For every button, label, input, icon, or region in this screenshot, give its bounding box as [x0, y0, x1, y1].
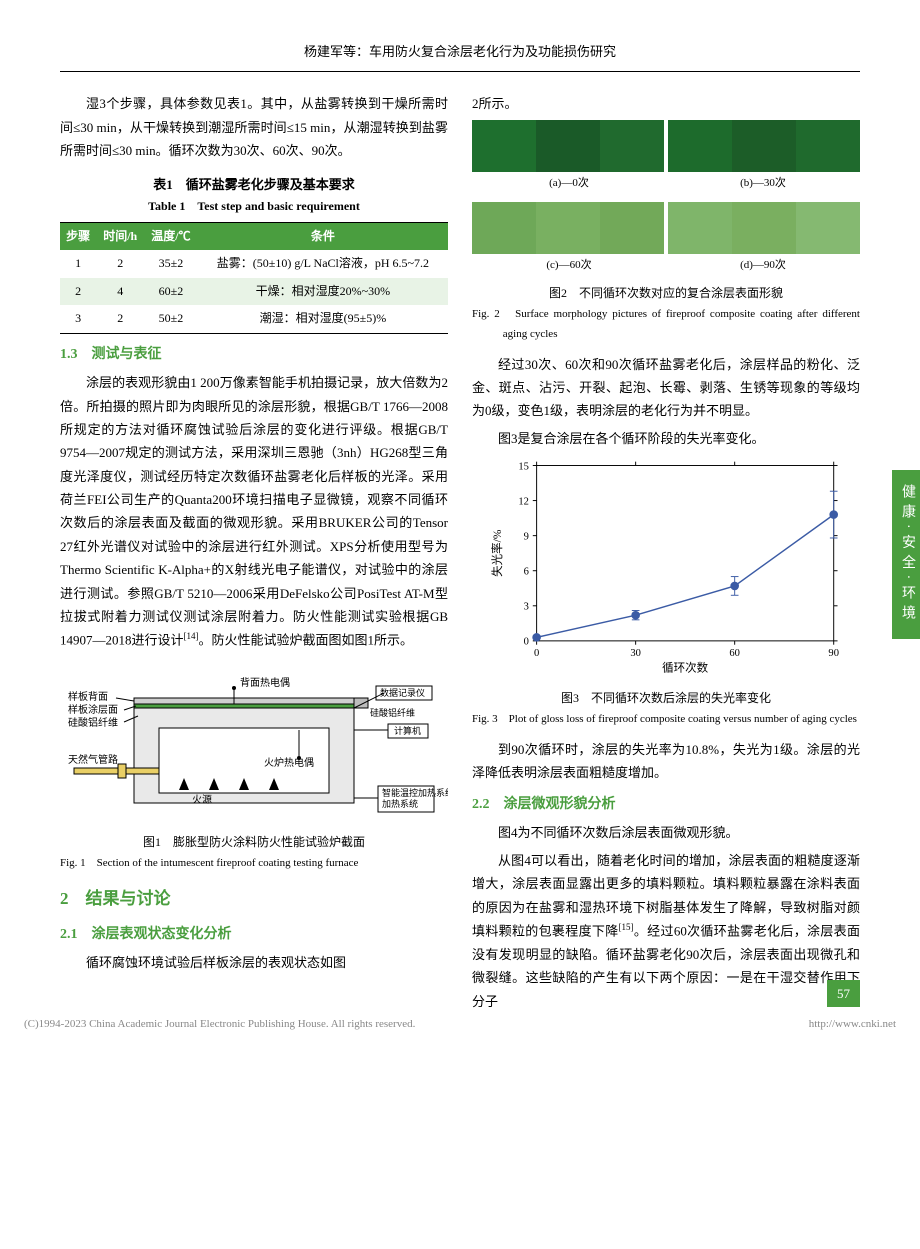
svg-text:加热系统: 加热系统 — [382, 798, 418, 809]
sample-b — [668, 120, 860, 172]
text: 。防火性能试验炉截面图如图1所示。 — [199, 633, 414, 648]
text: 涂层的表观形貌由1 200万像素智能手机拍摄记录，放大倍数为2倍。所拍摄的照片即… — [60, 375, 448, 648]
body-text: 图3是复合涂层在各个循环阶段的失光率变化。 — [472, 427, 860, 450]
td: 盐雾：(50±10) g/L NaCl溶液，pH 6.5~7.2 — [198, 250, 448, 278]
svg-text:硅酸铝纤维: 硅酸铝纤维 — [370, 707, 415, 718]
footer-url: http://www.cnki.net — [809, 1015, 896, 1035]
heading-1-3: 1.3 测试与表征 — [60, 342, 448, 367]
svg-text:15: 15 — [518, 461, 529, 472]
svg-text:样板涂层面: 样板涂层面 — [68, 703, 118, 716]
th: 条件 — [198, 222, 448, 250]
td: 潮湿：相对湿度(95±5)% — [198, 305, 448, 333]
fig2-caption-cn: 图2 不同循环次数对应的复合涂层表面形貌 — [472, 283, 860, 305]
body-text: 湿3个步骤，具体参数见表1。其中，从盐雾转换到干燥所需时间≤30 min，从干燥… — [60, 92, 448, 162]
page-number: 57 — [827, 980, 860, 1007]
body-text: 2所示。 — [472, 92, 860, 115]
fig2-caption-en: Fig. 2 Surface morphology pictures of fi… — [472, 305, 860, 345]
td: 4 — [96, 278, 144, 306]
svg-text:背面热电偶: 背面热电偶 — [240, 676, 290, 689]
fig2-label: (b)—30次 — [666, 174, 860, 194]
fig3-caption-en: Fig. 3 Plot of gloss loss of fireproof c… — [472, 710, 860, 730]
svg-text:12: 12 — [518, 497, 529, 508]
fig2-label: (a)—0次 — [472, 174, 666, 194]
sample-c — [472, 202, 664, 254]
svg-text:3: 3 — [524, 602, 529, 613]
fig2-label: (d)—90次 — [666, 256, 860, 276]
svg-text:失光率/%: 失光率/% — [490, 529, 504, 577]
td: 1 — [60, 250, 96, 278]
svg-text:90: 90 — [828, 648, 839, 659]
heading-2: 2 结果与讨论 — [60, 884, 448, 915]
svg-text:30: 30 — [630, 648, 641, 659]
svg-text:计算机: 计算机 — [394, 725, 421, 736]
figure2 — [472, 202, 860, 254]
svg-text:火炉热电偶: 火炉热电偶 — [264, 756, 314, 769]
table1-caption-en: Table 1 Test step and basic requirement — [60, 196, 448, 218]
figure3: 0 3 6 9 12 15 0 30 60 90 循环次数 失光率/% — [472, 454, 860, 684]
svg-text:智能温控加热系统: 智能温控加热系统 — [382, 787, 448, 798]
body-text: 涂层的表观形貌由1 200万像素智能手机拍摄记录，放大倍数为2倍。所拍摄的照片即… — [60, 371, 448, 652]
body-text: 图4为不同循环次数后涂层表面微观形貌。 — [472, 821, 860, 844]
fig2-label: (c)—60次 — [472, 256, 666, 276]
td: 3 — [60, 305, 96, 333]
svg-text:0: 0 — [524, 637, 529, 648]
svg-text:硅酸铝纤维: 硅酸铝纤维 — [68, 716, 118, 729]
right-column: 2所示。 (a)—0次 (b)—30次 — [472, 92, 860, 1017]
header-rule — [60, 71, 860, 72]
svg-text:循环次数: 循环次数 — [662, 661, 708, 675]
table1-caption-cn: 表1 循环盐雾老化步骤及基本要求 — [60, 173, 448, 196]
body-text: 到90次循环时，涂层的失光率为10.8%，失光为1级。涂层的光泽降低表明涂层表面… — [472, 738, 860, 785]
th: 步骤 — [60, 222, 96, 250]
svg-text:0: 0 — [534, 648, 539, 659]
figure2 — [472, 120, 860, 172]
sample-d — [668, 202, 860, 254]
th: 时间/h — [96, 222, 144, 250]
table1: 步骤 时间/h 温度/℃ 条件 1 2 35±2 盐雾：(50±10) g/L … — [60, 222, 448, 334]
svg-text:6: 6 — [524, 567, 529, 578]
side-tab: 健康·安全·环境 — [892, 470, 920, 639]
td: 2 — [60, 278, 96, 306]
th: 温度/℃ — [144, 222, 198, 250]
td: 60±2 — [144, 278, 198, 306]
figure1: 样板背面 样板涂层面 硅酸铝纤维 天然气管路 火源 背面热电偶 火炉热电偶 数据… — [60, 658, 448, 828]
svg-text:9: 9 — [524, 532, 529, 543]
td: 35±2 — [144, 250, 198, 278]
svg-text:火源: 火源 — [192, 793, 212, 806]
fig3-caption-cn: 图3 不同循环次数后涂层的失光率变化 — [472, 688, 860, 710]
fig1-caption-en: Fig. 1 Section of the intumescent firepr… — [60, 854, 448, 874]
td: 2 — [96, 305, 144, 333]
svg-text:数据记录仪: 数据记录仪 — [380, 687, 425, 698]
td: 干燥：相对湿度20%~30% — [198, 278, 448, 306]
svg-text:天然气管路: 天然气管路 — [68, 753, 118, 766]
td: 50±2 — [144, 305, 198, 333]
svg-text:样板背面: 样板背面 — [68, 690, 108, 703]
body-text: 循环腐蚀环境试验后样板涂层的表观状态如图 — [60, 951, 448, 974]
fig1-caption-cn: 图1 膨胀型防火涂料防火性能试验炉截面 — [60, 832, 448, 854]
heading-2-1: 2.1 涂层表观状态变化分析 — [60, 922, 448, 947]
footer-copyright: (C)1994-2023 China Academic Journal Elec… — [24, 1015, 415, 1035]
cite-ref: [15] — [619, 922, 634, 932]
svg-text:60: 60 — [729, 648, 740, 659]
body-text: 经过30次、60次和90次循环盐雾老化后，涂层样品的粉化、泛金、斑点、沾污、开裂… — [472, 353, 860, 423]
td: 2 — [96, 250, 144, 278]
running-head: 杨建军等：车用防火复合涂层老化行为及功能损伤研究 — [60, 40, 860, 63]
cite-ref: [14] — [184, 631, 199, 641]
left-column: 湿3个步骤，具体参数见表1。其中，从盐雾转换到干燥所需时间≤30 min，从干燥… — [60, 92, 448, 1017]
heading-2-2: 2.2 涂层微观形貌分析 — [472, 792, 860, 817]
sample-a — [472, 120, 664, 172]
body-text: 从图4可以看出，随着老化时间的增加，涂层表面的粗糙度逐渐增大，涂层表面显露出更多… — [472, 849, 860, 1013]
